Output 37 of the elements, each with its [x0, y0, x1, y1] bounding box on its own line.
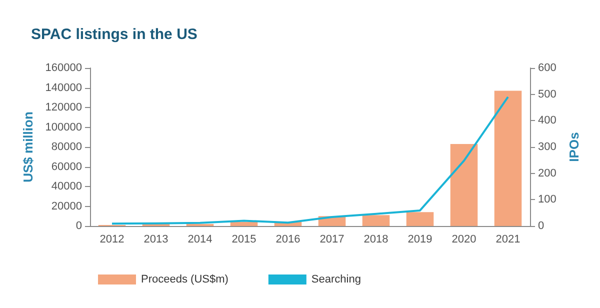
y-tick-label: 80000	[51, 141, 82, 153]
x-tick-label: 2014	[188, 234, 212, 246]
x-tick-label: 2017	[320, 234, 344, 246]
legend-label: Proceeds (US$m)	[141, 274, 228, 286]
y2-tick-label: 600	[538, 62, 556, 74]
x-tick-label: 2015	[232, 234, 256, 246]
x-tick-label: 2021	[496, 234, 520, 246]
y2-axis-title: IPOs	[566, 132, 582, 162]
y-tick-label: 40000	[51, 180, 82, 192]
y-tick-label: 100000	[45, 121, 82, 134]
x-tick-label: 2013	[144, 234, 168, 246]
bar	[230, 222, 258, 226]
legend-label: Searching	[311, 274, 361, 286]
bar	[406, 212, 434, 226]
x-tick-label: 2018	[364, 234, 388, 246]
line-series	[111, 96, 509, 225]
y-tick-label: 20000	[51, 200, 82, 212]
y2-tick-label: 500	[538, 88, 556, 100]
y-tick-label: 160000	[45, 62, 82, 74]
bar	[362, 215, 390, 226]
bar	[494, 90, 522, 226]
x-tick-label: 2016	[276, 234, 300, 246]
y2-tick-label: 200	[538, 167, 556, 180]
y-tick-label: 120000	[45, 102, 82, 114]
chart-title: SPAC listings in the US	[31, 26, 198, 43]
y-tick-label: 140000	[45, 82, 82, 94]
x-tick-label: 2020	[452, 234, 476, 246]
y2-tick-label: 300	[538, 141, 556, 153]
y-axis-title: US$ million	[20, 112, 36, 182]
y2-tick-label: 400	[538, 114, 556, 127]
y-tick-label: 0	[76, 220, 82, 232]
y-tick-label: 60000	[51, 160, 82, 173]
x-tick-label: 2012	[100, 234, 124, 246]
x-tick-label: 2019	[408, 234, 432, 246]
y2-tick-label: 100	[538, 194, 556, 206]
y2-tick-label: 0	[538, 220, 544, 232]
bar	[450, 144, 478, 226]
